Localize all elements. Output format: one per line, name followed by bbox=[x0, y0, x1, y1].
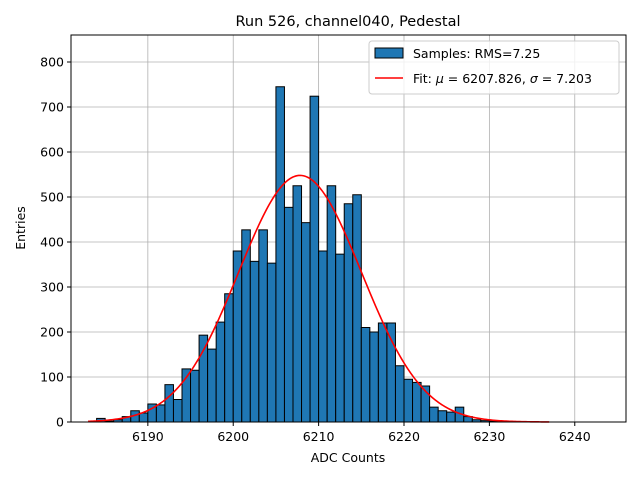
y-axis-ticks: 0 100 200 300 400 500 600 700 800 bbox=[40, 55, 71, 430]
histogram-bar bbox=[360, 327, 371, 423]
x-tick-label: 6190 bbox=[132, 429, 164, 444]
y-tick-label: 0 bbox=[56, 415, 64, 430]
x-tick-label: 6240 bbox=[559, 429, 591, 444]
y-axis-label: Entries bbox=[13, 206, 28, 250]
histogram-bar bbox=[318, 250, 328, 423]
x-axis-ticks: 6190 6200 6210 6220 6230 6240 bbox=[132, 422, 591, 444]
legend-fit-label: Fit: μ = 6207.826, σ = 7.203 bbox=[413, 71, 592, 86]
x-axis-label: ADC Counts bbox=[311, 450, 386, 465]
legend-mu-symbol: μ bbox=[435, 71, 444, 86]
x-tick-label: 6200 bbox=[217, 429, 249, 444]
histogram-bar bbox=[429, 406, 439, 423]
legend-samples-swatch bbox=[374, 47, 404, 59]
histogram-bar bbox=[335, 253, 345, 423]
histogram-bar bbox=[377, 322, 388, 423]
x-tick-label: 6230 bbox=[473, 429, 505, 444]
y-tick-label: 500 bbox=[40, 190, 64, 205]
legend-box bbox=[368, 40, 620, 95]
histogram-bar bbox=[190, 369, 200, 423]
y-tick-label: 600 bbox=[40, 145, 64, 160]
histogram-bar bbox=[138, 412, 149, 423]
fit-curve-line bbox=[88, 174, 550, 423]
plot-frame bbox=[70, 34, 627, 423]
legend-sigma-symbol: σ bbox=[530, 71, 539, 86]
histogram-bar bbox=[266, 262, 277, 423]
histogram-bar bbox=[403, 378, 414, 423]
y-tick-label: 400 bbox=[40, 235, 64, 250]
histogram-bar bbox=[215, 321, 226, 423]
histogram-bar bbox=[241, 229, 251, 423]
histogram-bar bbox=[164, 384, 174, 423]
x-tick-label: 6220 bbox=[388, 429, 420, 444]
histogram-bar bbox=[412, 381, 422, 423]
legend: Samples: RMS=7.25 Fit: μ = 6207.826, σ =… bbox=[368, 40, 620, 95]
histogram-bar bbox=[172, 399, 183, 423]
histogram-bar bbox=[437, 410, 448, 423]
histogram-bar bbox=[275, 86, 285, 423]
histogram-bar bbox=[309, 95, 320, 423]
histogram-bar bbox=[224, 293, 234, 423]
histogram-bar bbox=[155, 404, 166, 423]
histogram-bar bbox=[292, 185, 303, 423]
y-tick-label: 200 bbox=[40, 325, 64, 340]
y-tick-label: 300 bbox=[40, 280, 64, 295]
histogram-bar bbox=[283, 206, 294, 423]
histogram-bar bbox=[394, 365, 405, 423]
histogram-bar bbox=[352, 194, 362, 423]
chart-title: Run 526, channel040, Pedestal bbox=[235, 14, 460, 30]
y-tick-label: 100 bbox=[40, 370, 64, 385]
legend-sigma-value: = 7.203 bbox=[538, 71, 592, 86]
legend-mu-value: = 6207.826, bbox=[444, 71, 530, 86]
legend-samples-label: Samples: RMS=7.25 bbox=[413, 46, 540, 61]
histogram-bar bbox=[249, 260, 260, 423]
y-tick-label: 700 bbox=[40, 100, 64, 115]
histogram-bar bbox=[198, 334, 209, 423]
histogram-bar bbox=[258, 229, 268, 423]
x-tick-label: 6210 bbox=[303, 429, 335, 444]
histogram-bar bbox=[301, 222, 311, 423]
y-tick-label: 800 bbox=[40, 55, 64, 70]
histogram-bar bbox=[446, 411, 456, 423]
histogram-bar bbox=[369, 331, 379, 423]
legend-fit-prefix: Fit: bbox=[413, 71, 436, 86]
histogram-bar bbox=[326, 185, 337, 423]
histogram-bar bbox=[207, 348, 217, 423]
histogram-bar bbox=[343, 203, 354, 423]
histogram-bar bbox=[386, 322, 396, 423]
